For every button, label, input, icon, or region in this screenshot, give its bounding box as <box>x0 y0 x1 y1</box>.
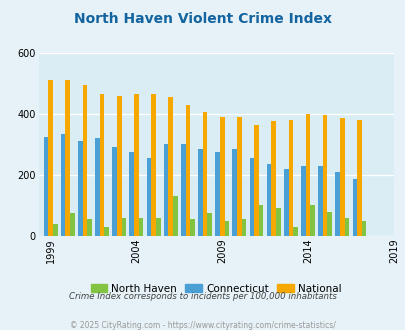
Bar <box>215 152 220 236</box>
Bar <box>181 145 185 236</box>
Bar <box>190 219 194 236</box>
Bar <box>275 209 280 236</box>
Bar <box>318 166 322 236</box>
Bar <box>43 137 48 236</box>
Bar <box>61 134 65 236</box>
Text: © 2025 CityRating.com - https://www.cityrating.com/crime-statistics/: © 2025 CityRating.com - https://www.city… <box>70 321 335 330</box>
Bar <box>292 227 297 236</box>
Bar <box>305 114 309 236</box>
Bar <box>327 212 331 236</box>
Legend: North Haven, Connecticut, National: North Haven, Connecticut, National <box>88 281 343 296</box>
Bar <box>134 94 139 236</box>
Bar <box>339 118 344 236</box>
Bar <box>139 218 143 236</box>
Bar <box>356 120 361 236</box>
Bar <box>288 120 292 236</box>
Bar <box>129 152 134 236</box>
Bar <box>301 166 305 236</box>
Bar <box>53 224 58 236</box>
Bar <box>220 117 224 236</box>
Bar <box>65 80 70 236</box>
Bar <box>266 164 271 236</box>
Bar <box>224 221 228 236</box>
Bar <box>254 124 258 236</box>
Bar <box>232 149 237 236</box>
Bar <box>95 138 100 236</box>
Bar <box>335 172 339 236</box>
Text: North Haven Violent Crime Index: North Haven Violent Crime Index <box>74 12 331 25</box>
Bar <box>283 169 288 236</box>
Bar <box>112 148 117 236</box>
Bar <box>156 218 160 236</box>
Bar <box>198 149 202 236</box>
Bar <box>146 158 151 236</box>
Bar <box>202 112 207 236</box>
Text: Crime Index corresponds to incidents per 100,000 inhabitants: Crime Index corresponds to incidents per… <box>69 292 336 301</box>
Bar <box>48 80 53 236</box>
Bar <box>309 205 314 236</box>
Bar <box>151 94 156 236</box>
Bar <box>173 196 177 236</box>
Bar <box>249 158 254 236</box>
Bar <box>258 205 263 236</box>
Bar <box>121 218 126 236</box>
Bar <box>163 145 168 236</box>
Bar <box>100 94 104 236</box>
Bar <box>117 95 121 236</box>
Bar <box>78 141 82 236</box>
Bar <box>70 213 75 236</box>
Bar <box>352 180 356 236</box>
Bar <box>87 219 92 236</box>
Bar <box>237 117 241 236</box>
Bar <box>241 219 246 236</box>
Bar <box>344 218 348 236</box>
Bar <box>271 121 275 236</box>
Bar <box>361 221 366 236</box>
Bar <box>168 97 173 236</box>
Bar <box>185 105 190 236</box>
Bar <box>104 227 109 236</box>
Bar <box>322 115 327 236</box>
Bar <box>207 213 211 236</box>
Bar <box>82 85 87 236</box>
